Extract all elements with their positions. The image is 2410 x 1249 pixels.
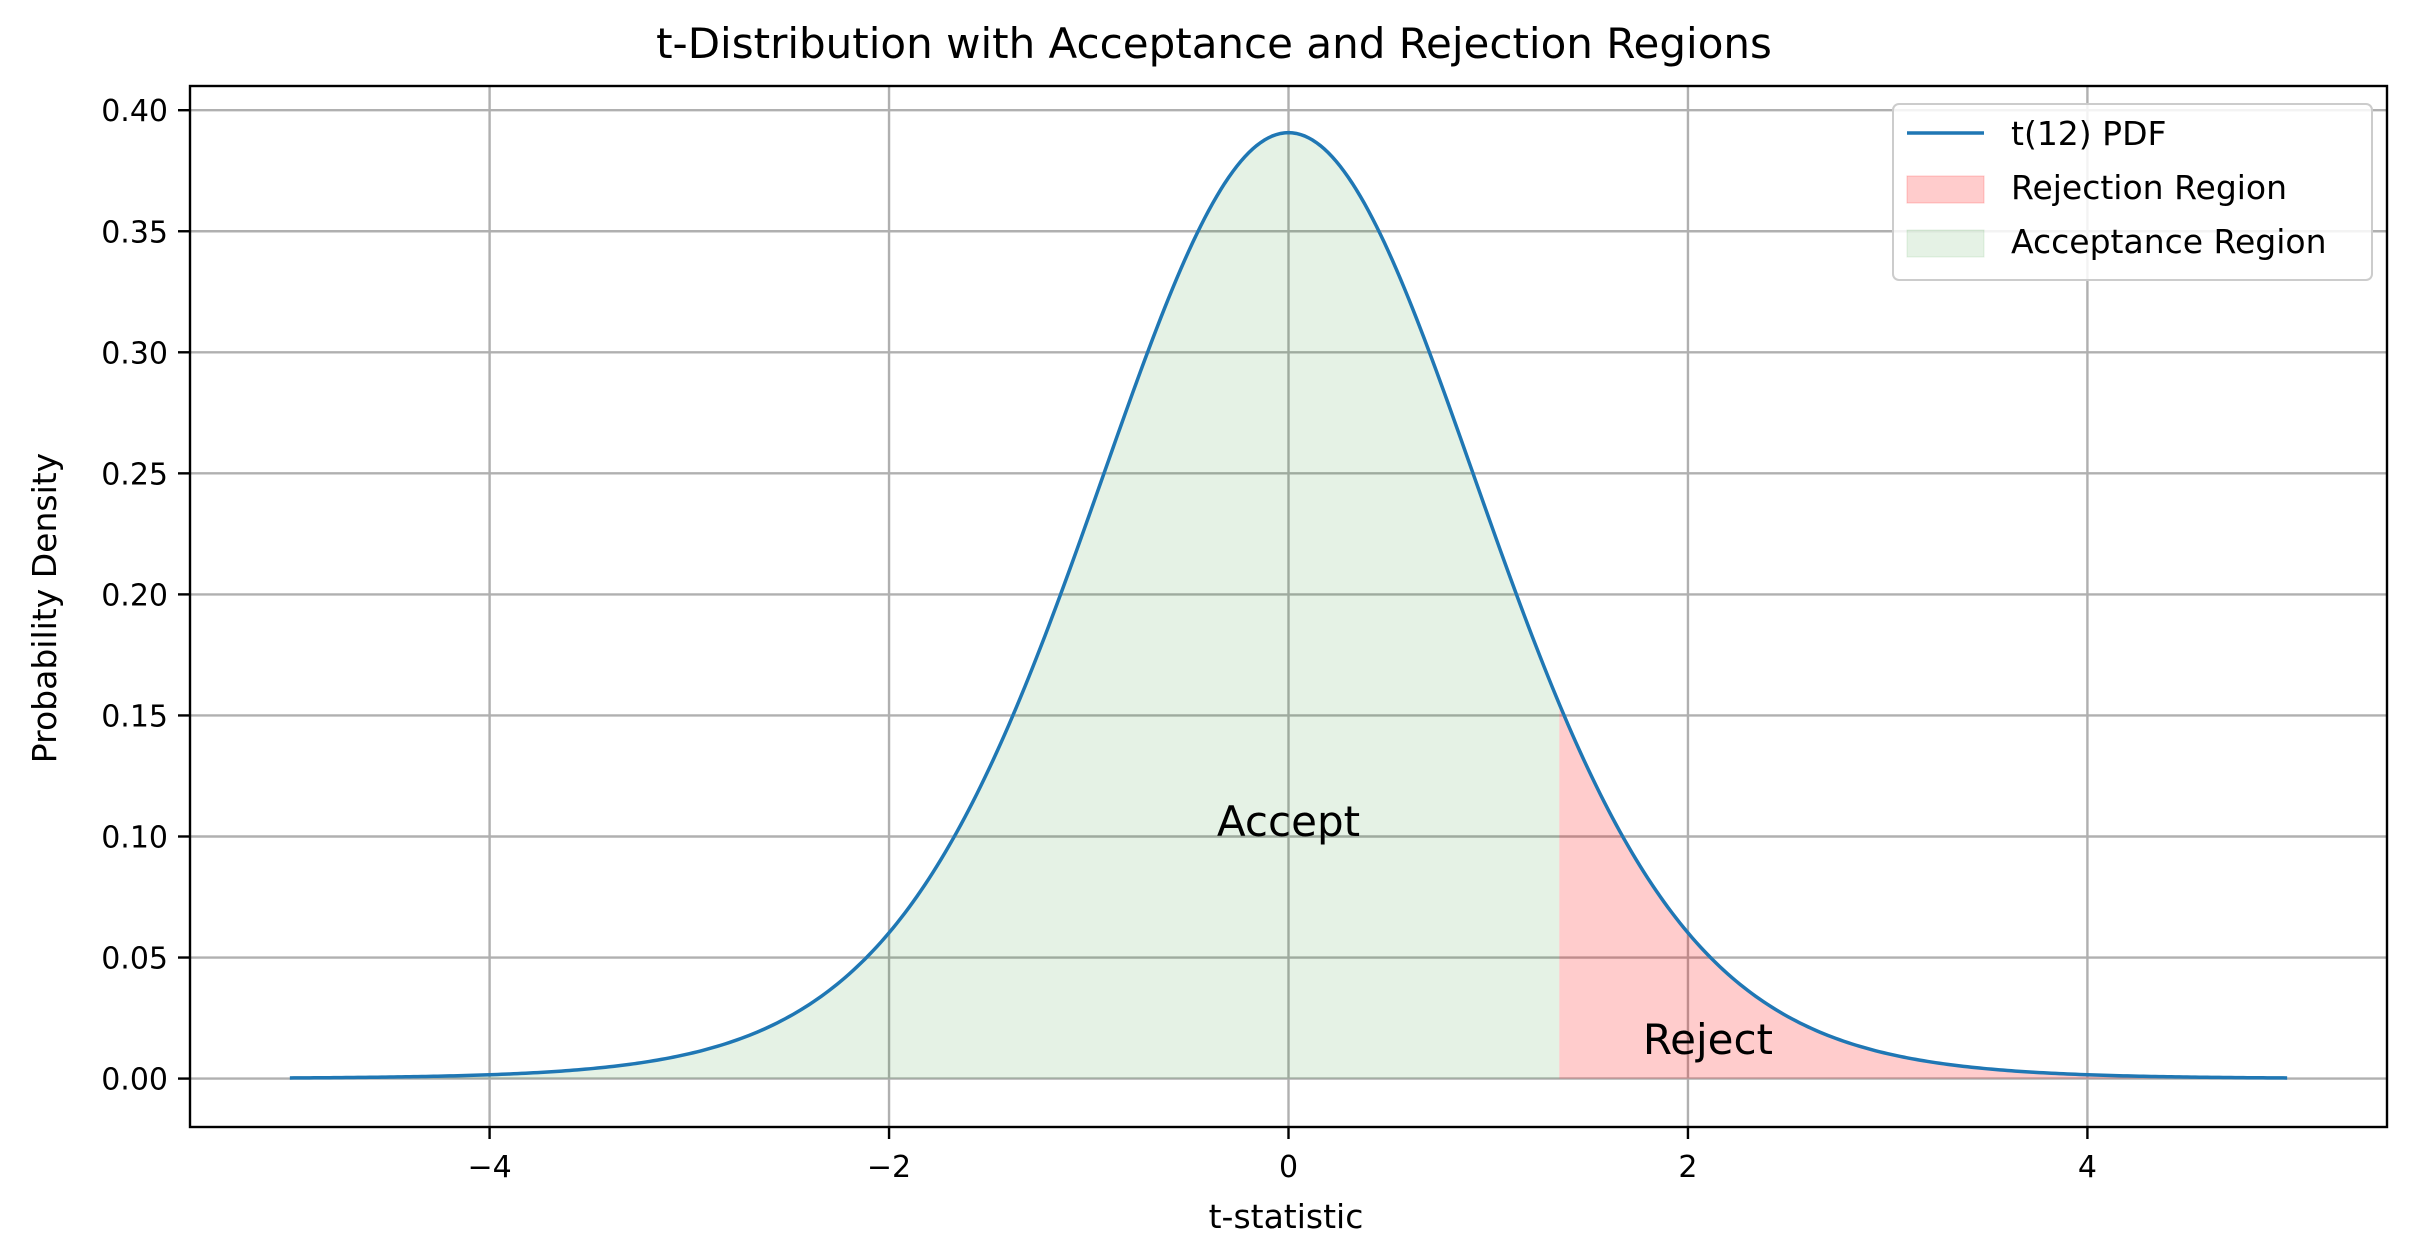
y-axis: 0.00 0.05 0.10 0.15 0.20 0.25 0.30 0.35 0.40 [101, 94, 190, 1098]
acceptance-region-fill [289, 132, 1560, 1079]
y-tick-label: 0.40 [101, 94, 168, 129]
legend: t(12) PDF Rejection Region Acceptance Re… [1892, 103, 2373, 281]
legend-swatch-rejection [1906, 175, 1985, 204]
y-tick-label: 0.20 [101, 578, 168, 613]
y-tick-label: 0.35 [101, 215, 168, 250]
y-tick-label: 0.00 [101, 1063, 168, 1098]
y-tick-label: 0.05 [101, 942, 168, 977]
pdf-series-line [289, 130, 2288, 1080]
legend-label-rejection: Rejection Region [2011, 168, 2287, 207]
y-tick-label: 0.25 [101, 457, 168, 492]
annotations: Accept Reject [1217, 797, 1773, 1064]
x-tick-label: 4 [2078, 1150, 2097, 1185]
annotation-accept: Accept [1217, 797, 1360, 846]
x-axis-label: t-statistic [1209, 1197, 1364, 1236]
chart-title: t-Distribution with Acceptance and Rejec… [656, 19, 1772, 68]
legend-frame [1892, 103, 2373, 281]
x-axis: −4 −2 0 2 4 [467, 1127, 2097, 1185]
rejection-region-fill [1559, 704, 2288, 1079]
legend-label-pdf: t(12) PDF [2011, 114, 2166, 153]
x-tick-label: −2 [867, 1150, 911, 1185]
y-tick-label: 0.30 [101, 336, 168, 371]
y-tick-label: 0.15 [101, 699, 168, 734]
legend-swatch-acceptance [1906, 229, 1985, 258]
y-axis-label: Probability Density [25, 453, 64, 763]
x-tick-label: 0 [1279, 1150, 1298, 1185]
legend-label-acceptance: Acceptance Region [2011, 222, 2327, 261]
x-tick-label: −4 [467, 1150, 511, 1185]
y-tick-label: 0.10 [101, 820, 168, 855]
x-tick-label: 2 [1678, 1150, 1697, 1185]
annotation-reject: Reject [1643, 1015, 1773, 1064]
